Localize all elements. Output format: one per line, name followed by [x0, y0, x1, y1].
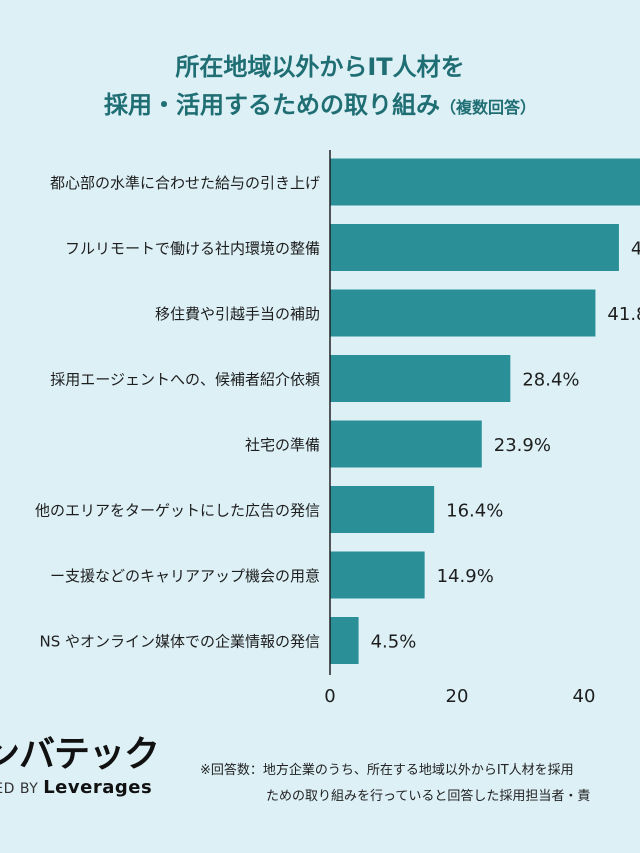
footnote-line2: ための取り組みを行っていると回答した採用担当者・責 — [266, 789, 591, 804]
value-label: 4.5% — [371, 632, 417, 653]
logo-mark: ンバテック — [0, 734, 160, 775]
bar — [330, 224, 619, 271]
title-line2-main: 採用・活用するための取り組み — [103, 91, 440, 119]
bar — [330, 420, 482, 468]
category-label: 移住費や引越手当の補助 — [155, 305, 320, 323]
logo-byline: CED BY Leverages — [0, 777, 164, 798]
category-label: ー支援などのキャリアアップ機会の用意 — [50, 567, 320, 585]
bar — [330, 486, 435, 533]
category-label: 他のエリアをターゲットにした広告の発信 — [35, 502, 320, 520]
footnote: ※回答数：地方企業のうち、所在する地域以外からIT人材を採用 ための取り組みを行… — [200, 758, 640, 810]
category-label: NS やオンライン媒体での企業情報の発信 — [39, 633, 320, 651]
bar — [330, 617, 359, 664]
logo-by-prefix: CED BY — [0, 781, 39, 797]
bar — [330, 158, 640, 206]
title-line2: 採用・活用するための取り組み（複数回答） — [0, 86, 640, 127]
category-label: フルリモートで働ける社内環境の整備 — [65, 240, 320, 258]
x-tick-label: 20 — [446, 686, 469, 707]
bar — [330, 289, 596, 337]
footnote-line1: ※回答数：地方企業のうち、所在する地域以外からIT人材を採用 — [200, 763, 574, 778]
category-label: 都心部の水準に合わせた給与の引き上げ — [50, 174, 320, 192]
logo-brand: Leverages — [43, 777, 153, 798]
value-label: 23.9% — [494, 435, 551, 456]
title-line2-sub: （複数回答） — [439, 98, 536, 117]
brand-logo: ンバテック CED BY Leverages — [0, 734, 164, 799]
x-tick-label: 40 — [573, 686, 596, 707]
category-label: 採用エージェントへの、候補者紹介依頼 — [50, 371, 320, 389]
value-label: 14.9% — [437, 566, 494, 587]
x-tick-label: 0 — [324, 686, 335, 707]
bar — [330, 551, 425, 599]
value-label: 28.4% — [522, 370, 579, 391]
chart-title: 所在地域以外からIT人材を 採用・活用するための取り組み（複数回答） — [0, 48, 640, 127]
value-label: 41.8 — [607, 304, 640, 325]
category-label: 社宅の準備 — [245, 436, 320, 454]
value-label: 16.4% — [446, 501, 503, 522]
value-label: 4 — [631, 239, 640, 260]
title-line1: 所在地域以外からIT人材を — [175, 53, 465, 81]
bar — [330, 355, 511, 402]
